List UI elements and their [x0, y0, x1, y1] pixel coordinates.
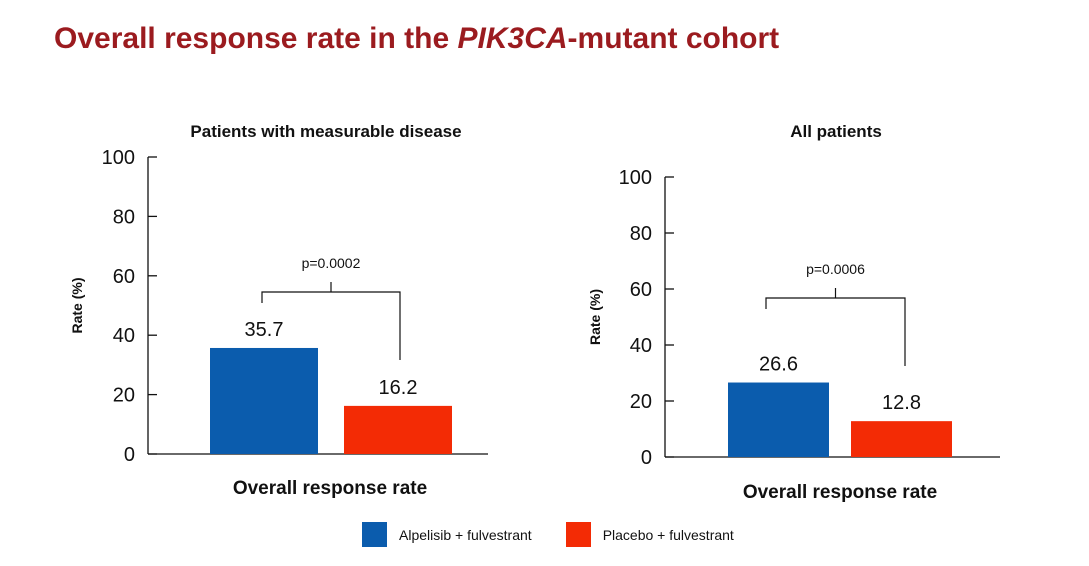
chart0-y-tick-label: 100: [102, 147, 135, 169]
chart1-title: All patients: [790, 122, 882, 141]
chart0-y-tick-label: 60: [113, 266, 135, 288]
title-suffix: -mutant cohort: [567, 22, 780, 55]
chart1-bar-value-label: 12.8: [882, 392, 921, 414]
legend-label-placebo: Placebo + fulvestrant: [602, 526, 734, 543]
chart0-bar-value-label: 16.2: [379, 377, 418, 399]
chart0-bar-alpelisib: [210, 347, 318, 454]
chart0-p-value: p=0.0002: [302, 255, 361, 271]
chart0-y-axis-label: Rate (%): [69, 277, 85, 333]
chart1-bar-value-label: 26.6: [759, 354, 798, 376]
chart1-y-tick-label: 80: [630, 223, 652, 245]
chart1-y-tick-label: 100: [619, 167, 652, 189]
slide-title: Overall response rate in the PIK3CA-muta…: [54, 22, 779, 56]
chart1-x-axis-label: Overall response rate: [743, 482, 937, 503]
chart1-bar-placebo: [851, 421, 952, 457]
title-prefix: Overall response rate in the: [54, 22, 458, 55]
chart1-y-tick-label: 20: [630, 391, 652, 413]
chart0-y-tick-label: 20: [113, 385, 135, 407]
chart1-bar-alpelisib: [728, 382, 829, 457]
legend-swatch-alpelisib: [362, 522, 387, 547]
chart1-y-axis-label: Rate (%): [587, 289, 603, 345]
legend-label-alpelisib: Alpelisib + fulvestrant: [399, 526, 532, 543]
chart0-bar-placebo: [344, 405, 452, 454]
legend-item-placebo: Placebo + fulvestrant: [565, 522, 734, 547]
chart0-x-axis-label: Overall response rate: [233, 478, 427, 499]
chart0-y-tick-label: 40: [113, 325, 135, 347]
legend-item-alpelisib: Alpelisib + fulvestrant: [362, 522, 532, 547]
chart1-y-tick-label: 40: [630, 335, 652, 357]
legend-swatch-placebo: [565, 522, 591, 547]
chart0-title: Patients with measurable disease: [190, 122, 461, 141]
chart1-y-tick-label: 0: [641, 447, 652, 469]
chart1-p-value: p=0.0006: [806, 261, 865, 277]
chart0-bar-value-label: 35.7: [245, 319, 284, 341]
chart0-y-tick-label: 80: [113, 206, 135, 228]
legend: Alpelisib + fulvestrant Placebo + fulves…: [362, 522, 734, 547]
title-gene-name: PIK3CA: [457, 22, 568, 55]
chart0-y-tick-label: 0: [124, 444, 135, 466]
chart1-y-tick-label: 60: [630, 279, 652, 301]
